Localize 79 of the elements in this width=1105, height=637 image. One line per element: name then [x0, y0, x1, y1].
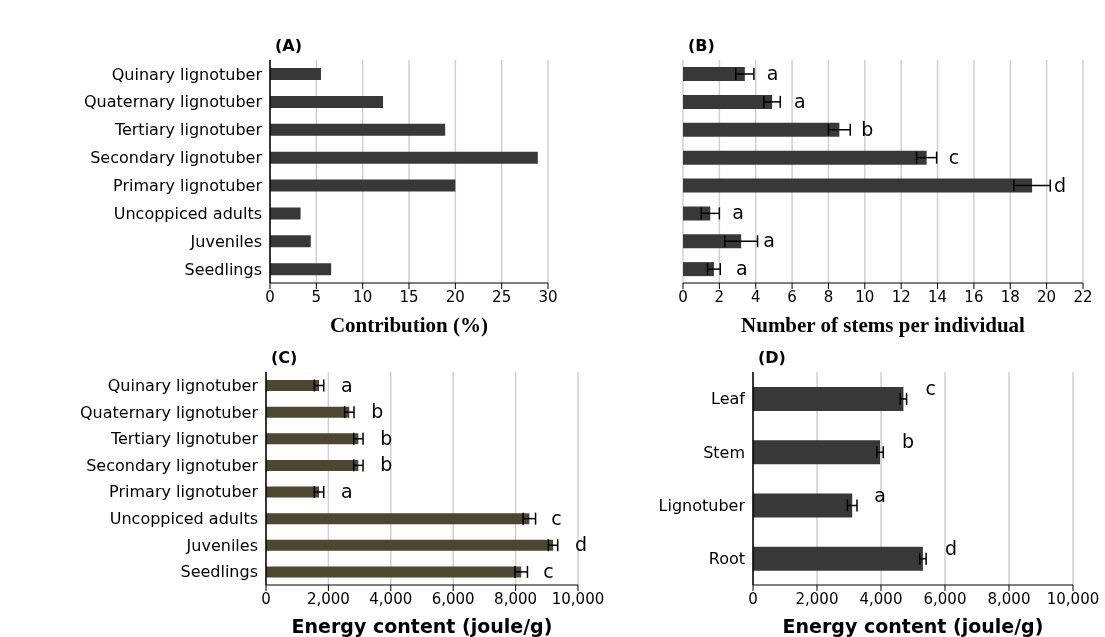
chart-title: (C)	[271, 348, 298, 367]
data-label: c	[948, 145, 960, 168]
x-tick-label: 8,000	[494, 589, 538, 608]
x-tick-label: 2	[714, 287, 725, 306]
data-label: a	[341, 480, 353, 502]
x-tick-label: 15	[399, 287, 419, 306]
data-label: c	[551, 506, 562, 529]
x-tick-label: 4,000	[859, 589, 903, 608]
data-label: b	[371, 400, 384, 423]
x-tick-label: 0	[265, 287, 275, 306]
x-tick-label: 8	[823, 287, 834, 306]
y-tick-label: Secondary lignotuber	[90, 148, 263, 168]
y-tick-label: Seedlings	[180, 562, 258, 582]
x-tick-label: 12	[891, 287, 911, 306]
x-tick-label: 30	[538, 287, 558, 306]
data-label: a	[766, 62, 779, 84]
y-tick-label: Tertiary lignotuber	[109, 429, 259, 449]
y-tick-label: Uncoppiced adults	[109, 509, 258, 529]
y-tick-label: Root	[708, 549, 745, 569]
y-tick-label: Quinary lignotuber	[111, 64, 263, 84]
x-axis-title: Contribution (%)	[328, 313, 490, 338]
x-tick-label: 14	[928, 287, 948, 306]
data-label: b	[902, 430, 915, 453]
chart-title: (B)	[688, 36, 715, 55]
x-tick-label: 0	[678, 287, 688, 306]
data-label: a	[735, 257, 748, 280]
data-label: d	[575, 533, 588, 556]
x-tick-label: 5	[311, 287, 322, 306]
data-label: b	[380, 426, 393, 449]
x-axis-title: Number of stems per individual	[740, 313, 1026, 338]
chart-title: (A)	[275, 36, 303, 55]
x-axis-title: Energy content (joule/g)	[290, 615, 554, 637]
y-tick-label: Leaf	[711, 389, 746, 409]
x-tick-label: 25	[492, 287, 512, 306]
x-tick-label: 16	[964, 287, 984, 306]
y-tick-label: Juveniles	[185, 535, 258, 555]
x-tick-label: 10,000	[551, 589, 605, 608]
data-label: a	[732, 201, 744, 224]
x-tick-label: 6	[787, 287, 797, 306]
y-tick-label: Primary lignotuber	[109, 482, 259, 502]
x-tick-label: 4,000	[369, 589, 413, 608]
y-tick-label: Seedlings	[184, 259, 262, 279]
y-tick-label: Lignotuber	[658, 495, 746, 515]
x-tick-label: 18	[1000, 287, 1020, 306]
data-label: a	[874, 483, 886, 506]
y-tick-label: Secondary lignotuber	[86, 455, 259, 475]
y-tick-label: Primary lignotuber	[113, 176, 263, 196]
y-tick-label: Juveniles	[189, 231, 262, 251]
data-label: d	[1054, 173, 1067, 196]
x-tick-label: 0	[748, 589, 758, 608]
data-label: d	[944, 536, 957, 559]
x-tick-label: 2,000	[306, 589, 350, 608]
x-tick-label: 10	[855, 287, 875, 306]
x-tick-label: 4	[750, 287, 761, 306]
data-label: a	[794, 89, 806, 112]
y-tick-label: Quinary lignotuber	[107, 375, 259, 395]
data-label: c	[543, 559, 554, 582]
x-tick-label: 2,000	[795, 589, 839, 608]
x-tick-label: 8,000	[987, 589, 1031, 608]
x-axis-title: Energy content (joule/g)	[781, 615, 1045, 637]
data-label: b	[380, 453, 393, 476]
data-label: b	[861, 117, 874, 140]
x-tick-label: 10	[353, 287, 373, 306]
chart-title: (D)	[758, 348, 786, 367]
x-tick-label: 20	[445, 287, 465, 306]
y-tick-label: Tertiary lignotuber	[113, 120, 263, 140]
data-label: a	[763, 229, 775, 252]
data-label: c	[925, 377, 936, 399]
x-tick-label: 20	[1037, 287, 1057, 306]
y-tick-label: Uncoppiced adults	[113, 203, 262, 223]
x-tick-label: 6,000	[431, 589, 475, 608]
x-tick-label: 0	[261, 589, 271, 608]
x-tick-label: 22	[1073, 287, 1093, 306]
x-tick-label: 10,000	[1046, 589, 1100, 608]
y-tick-label: Stem	[703, 442, 745, 462]
data-label: a	[341, 373, 353, 396]
y-tick-label: Quaternary lignotuber	[84, 92, 263, 112]
y-tick-label: Quaternary lignotuber	[80, 402, 259, 422]
x-tick-label: 6,000	[923, 589, 967, 608]
